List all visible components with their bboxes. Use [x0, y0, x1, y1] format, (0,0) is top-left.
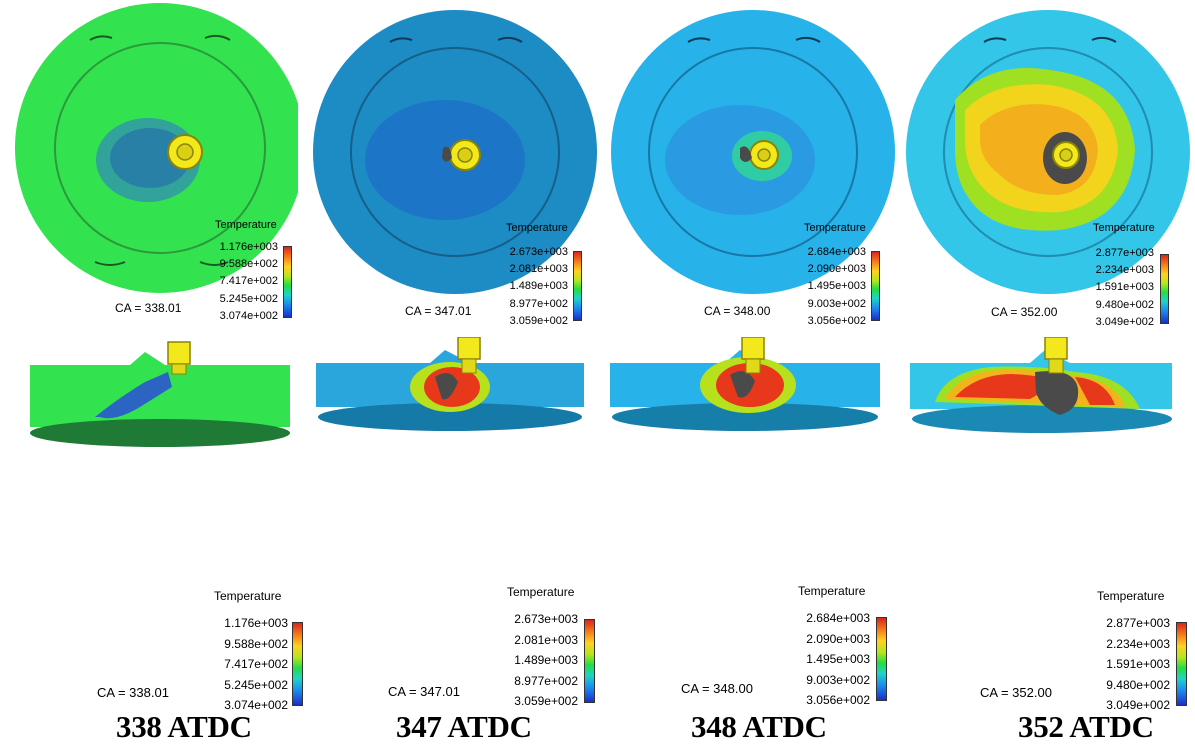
color-bar — [871, 251, 880, 321]
ca-label: CA = 348.00 — [704, 304, 771, 318]
color-bar-large — [876, 617, 887, 701]
legend-title-large: Temperature — [798, 584, 866, 598]
panel-348: Temperature 2.684e+003 2.090e+003 1.495e+0… — [600, 0, 898, 752]
legend-title: Temperature — [506, 222, 568, 234]
color-bar-large — [1176, 622, 1187, 706]
piston-top-view-348 — [611, 10, 895, 294]
piston-top-view-338 — [15, 3, 298, 293]
ca-label: CA = 352.00 — [991, 305, 1058, 319]
atdc-label: 348 ATDC — [691, 709, 827, 744]
legend-title-large: Temperature — [507, 585, 575, 599]
legend-values: 1.176e+003 9.588e+002 7.417e+002 5.245e+002… — [219, 241, 278, 322]
color-bar — [573, 251, 582, 321]
ca-label-large: CA = 338.01 — [97, 685, 169, 700]
piston-top-view-347 — [313, 10, 597, 294]
legend-values-large: 2.684e+003 2.090e+003 1.495e+003 9.003e+002… — [806, 611, 870, 707]
color-bar — [1160, 254, 1169, 324]
legend-values-large: 2.673e+003 2.081e+003 1.489e+003 8.977e+002… — [514, 612, 578, 708]
legend-values: 2.684e+003 2.090e+003 1.495e+003 9.003e+002… — [807, 246, 866, 327]
piston-side-view-348 — [610, 337, 880, 431]
legend-title-large: Temperature — [214, 589, 282, 603]
legend-values-large: 1.176e+003 9.588e+002 7.417e+002 5.245e+002… — [224, 616, 288, 712]
atdc-label: 352 ATDC — [1018, 709, 1154, 744]
legend-values: 2.877e+003 2.234e+003 1.591e+003 9.480e+002… — [1095, 247, 1154, 328]
legend-title: Temperature — [804, 222, 866, 234]
legend-title: Temperature — [1093, 222, 1155, 234]
legend-values-large: 2.877e+003 2.234e+003 1.591e+003 9.480e+002… — [1106, 616, 1170, 712]
panel-338: Temperature 1.176e+003 9.588e+002 7.417e+0… — [0, 0, 303, 752]
legend-values: 2.673e+003 2.081e+003 1.489e+003 8.977e+002… — [509, 246, 568, 327]
panel-352: Temperature 2.877e+003 2.234e+003 1.591e+0… — [900, 0, 1195, 752]
piston-side-view-352 — [910, 337, 1172, 433]
color-bar-large — [584, 619, 595, 703]
piston-top-view-352 — [906, 10, 1190, 294]
panel-347: Temperature 2.673e+003 2.081e+003 1.489e+0… — [300, 0, 598, 752]
ca-label-large: CA = 348.00 — [681, 681, 753, 696]
ca-label: CA = 347.01 — [405, 304, 472, 318]
color-bar — [283, 246, 292, 318]
piston-side-view-338 — [30, 341, 290, 447]
atdc-label: 347 ATDC — [396, 709, 532, 744]
legend-title-large: Temperature — [1097, 589, 1165, 603]
ca-label-large: CA = 347.01 — [388, 684, 460, 699]
legend-title: Temperature — [215, 219, 277, 231]
ca-label: CA = 338.01 — [115, 301, 182, 315]
color-bar-large — [292, 622, 303, 706]
atdc-label: 338 ATDC — [116, 709, 252, 744]
piston-side-view-347 — [316, 337, 584, 431]
ca-label-large: CA = 352.00 — [980, 685, 1052, 700]
